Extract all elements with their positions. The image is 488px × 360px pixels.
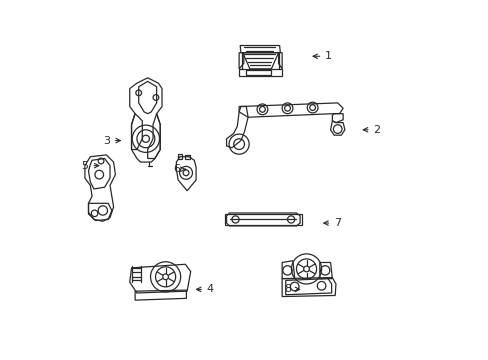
Text: 2: 2	[363, 125, 380, 135]
Text: 6: 6	[173, 164, 185, 174]
Text: 1: 1	[312, 51, 331, 61]
Text: 4: 4	[196, 284, 214, 294]
Text: 3: 3	[103, 136, 120, 145]
Text: 5: 5	[81, 161, 99, 171]
Text: 8: 8	[284, 284, 299, 294]
Text: 7: 7	[323, 218, 341, 228]
